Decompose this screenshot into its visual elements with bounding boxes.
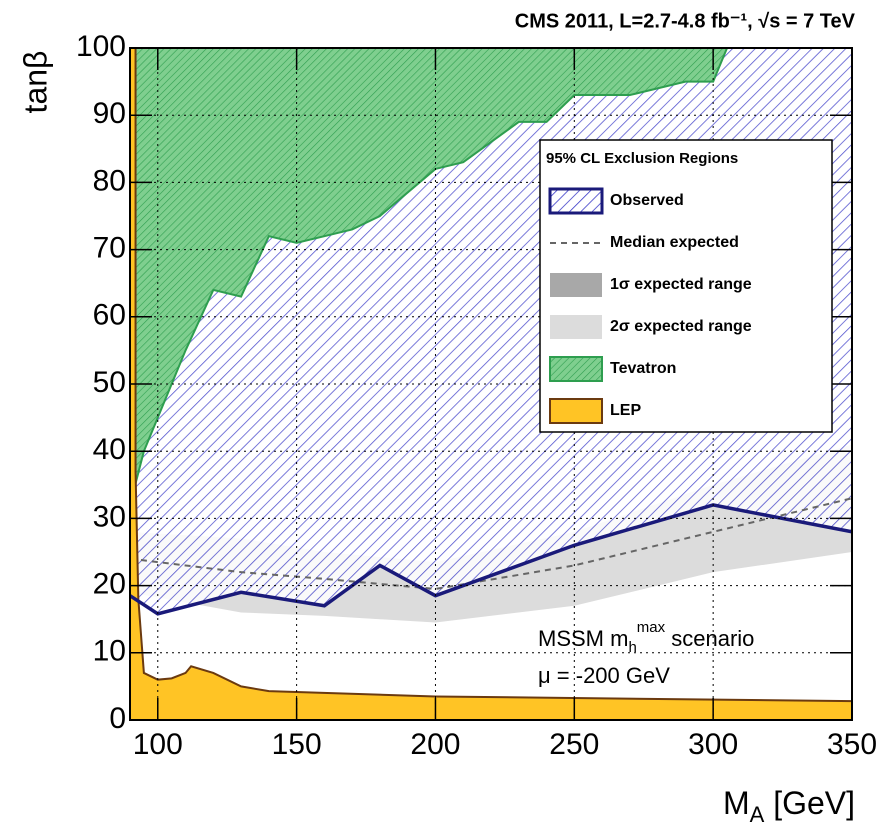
legend-label: Median expected [610,234,739,251]
legend-label: LEP [610,402,641,419]
legend-swatch [549,398,603,424]
x-tick-label: 100 [133,728,183,761]
legend-label: Tevatron [610,360,676,377]
annotation-sup: max [637,619,666,636]
x-label-rest: [GeV] [764,785,855,821]
y-tick-label: 10 [93,635,126,668]
y-tick-label: 80 [93,164,126,197]
x-tick-label: 150 [272,728,322,761]
legend-label: 1σ expected range [610,276,752,293]
annotation: μ = -200 GeV [538,663,670,688]
x-label-main: M [723,785,750,821]
x-label-sub: A [750,802,765,827]
overlay: 100 150 200 250 300 350 0 10 20 30 40 50 60 70 80 90 100… [76,30,877,761]
legend: 95% CL Exclusion Regions Observed Median e… [539,139,833,433]
y-axis-label: tanβ [17,51,53,114]
chart-title: CMS 2011, L=2.7-4.8 fb⁻¹, √s = 7 TeV [515,10,856,32]
x-tick-label: 350 [827,728,877,761]
y-tick-label: 20 [93,568,126,601]
y-tick-label: 50 [93,366,126,399]
y-tick-label: 100 [76,30,126,63]
x-axis-label: MA [GeV] [723,785,855,826]
annotation-rest: scenario [665,626,754,651]
legend-swatch [550,315,602,339]
x-tick-label: 200 [410,728,460,761]
x-tick-label: 250 [549,728,599,761]
y-tick-label: 30 [93,500,126,533]
annotation-sub: h [628,639,636,656]
legend-label: Observed [610,192,684,209]
legend-swatch [549,356,603,382]
y-tick-label: 60 [93,299,126,332]
legend-swatch [550,273,602,297]
y-tick-label: 70 [93,232,126,265]
y-tick-label: 40 [93,433,126,466]
x-tick-label: 300 [688,728,738,761]
y-tick-label: 90 [93,97,126,130]
legend-label: 2σ expected range [610,318,752,335]
legend-title: 95% CL Exclusion Regions [546,150,738,167]
annotation-main: MSSM m [538,626,628,651]
annotation: MSSM mhmax scenario [538,619,754,656]
plot-frame [129,47,853,721]
y-tick-label: 0 [109,702,126,735]
observed-line [130,503,852,616]
lep-region [130,48,852,720]
median-line [130,497,852,590]
legend-swatch [548,187,604,215]
